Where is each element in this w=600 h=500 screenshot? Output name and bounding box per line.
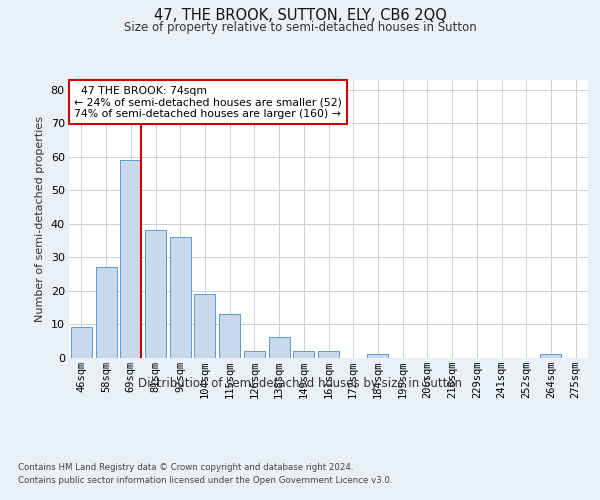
- Text: 47, THE BROOK, SUTTON, ELY, CB6 2QQ: 47, THE BROOK, SUTTON, ELY, CB6 2QQ: [154, 8, 446, 22]
- Bar: [71, 328, 92, 358]
- Text: 47 THE BROOK: 74sqm  
← 24% of semi-detached houses are smaller (52)
74% of semi: 47 THE BROOK: 74sqm ← 24% of semi-detach…: [74, 86, 342, 118]
- Bar: [318, 351, 339, 358]
- Text: Distribution of semi-detached houses by size in Sutton: Distribution of semi-detached houses by …: [138, 378, 462, 390]
- Text: Size of property relative to semi-detached houses in Sutton: Size of property relative to semi-detach…: [124, 21, 476, 34]
- Text: Contains public sector information licensed under the Open Government Licence v3: Contains public sector information licen…: [18, 476, 392, 485]
- Bar: [293, 351, 314, 358]
- Bar: [219, 314, 240, 358]
- Bar: [541, 354, 562, 358]
- Bar: [269, 338, 290, 357]
- Bar: [194, 294, 215, 358]
- Bar: [244, 351, 265, 358]
- Y-axis label: Number of semi-detached properties: Number of semi-detached properties: [35, 116, 45, 322]
- Bar: [145, 230, 166, 358]
- Bar: [170, 237, 191, 358]
- Bar: [95, 267, 116, 358]
- Text: Contains HM Land Registry data © Crown copyright and database right 2024.: Contains HM Land Registry data © Crown c…: [18, 462, 353, 471]
- Bar: [120, 160, 141, 358]
- Bar: [367, 354, 388, 358]
